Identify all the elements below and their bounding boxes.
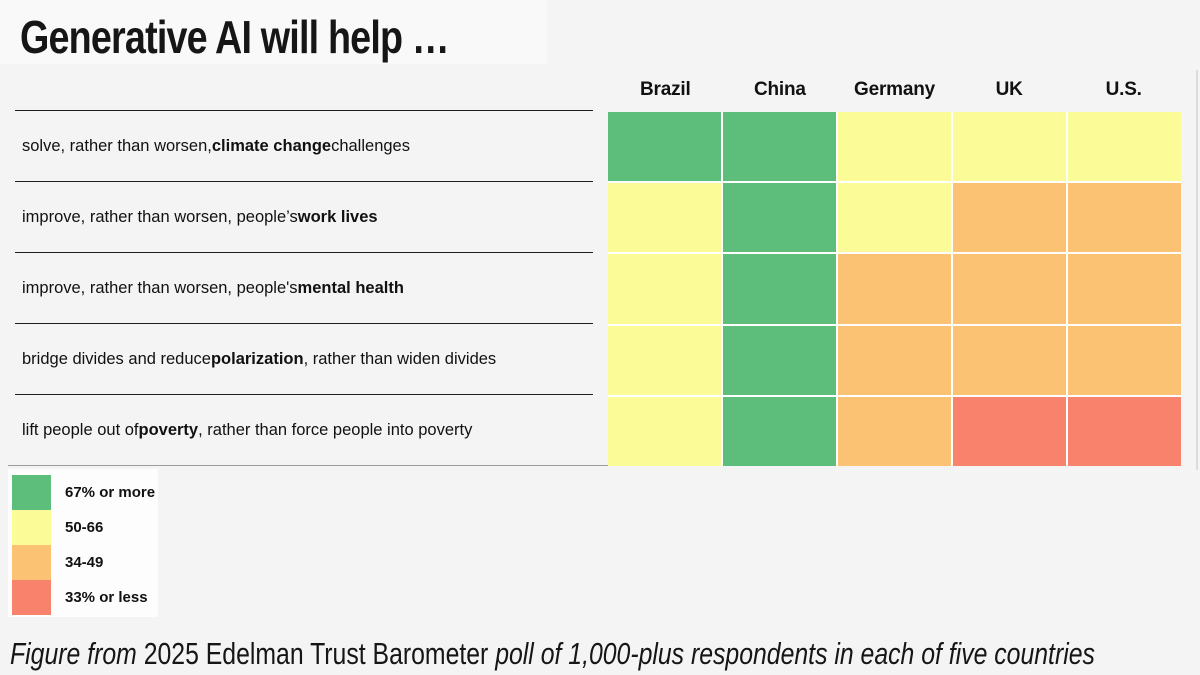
heatmap-cell-yellow <box>608 254 721 324</box>
legend-swatch-green <box>12 475 51 510</box>
heatmap-cell-green <box>723 325 836 395</box>
legend-swatch-red <box>12 580 51 615</box>
legend-swatch-yellow <box>12 510 51 545</box>
row-label: lift people out of poverty, rather than … <box>15 394 593 465</box>
legend-item: 34-49 <box>12 545 155 580</box>
heatmap-cell-yellow <box>608 325 721 395</box>
table-bottom-rule <box>8 465 608 466</box>
column-header-uk: UK <box>995 79 1023 100</box>
legend-label: 67% or more <box>65 484 156 501</box>
legend-label: 33% or less <box>65 589 148 606</box>
heatmap-grid <box>608 112 1181 466</box>
column-header-germany: Germany <box>854 79 935 100</box>
page-title: Generative AI will help … <box>20 11 450 63</box>
column-header-china: China <box>754 79 806 100</box>
heatmap-cell-yellow <box>1068 112 1181 182</box>
row-label: improve, rather than worsen, people's me… <box>15 252 593 323</box>
heatmap-cell-yellow <box>953 112 1066 182</box>
legend-item: 33% or less <box>12 580 155 615</box>
legend-label: 34-49 <box>65 554 104 571</box>
heatmap-cell-yellow <box>608 396 721 466</box>
column-header-brazil: Brazil <box>640 79 691 100</box>
heatmap-cell-green <box>723 112 836 182</box>
heatmap-cell-green <box>723 396 836 466</box>
heatmap-cell-orange <box>1068 325 1181 395</box>
row-label: solve, rather than worsen, climate chang… <box>15 110 593 181</box>
heatmap-cell-orange <box>838 325 951 395</box>
heatmap-cell-orange <box>953 325 1066 395</box>
column-headers: Brazil China Germany UK U.S. <box>608 76 1181 104</box>
heatmap-cell-green <box>608 112 721 182</box>
heatmap-cell-orange <box>953 254 1066 324</box>
title-highlight <box>0 0 547 64</box>
heatmap-cell-green <box>723 183 836 253</box>
legend: 67% or more 50-66 34-49 33% or less <box>12 475 155 615</box>
heatmap-cell-orange <box>953 183 1066 253</box>
heatmap-cell-yellow <box>838 112 951 182</box>
legend-item: 67% or more <box>12 475 155 510</box>
heatmap-cell-orange <box>838 396 951 466</box>
heatmap-cell-yellow <box>838 183 951 253</box>
row-label: bridge divides and reduce polarization, … <box>15 323 593 394</box>
column-header-us: U.S. <box>1105 79 1142 100</box>
heatmap-cell-orange <box>1068 183 1181 253</box>
heatmap-cell-red <box>1068 396 1181 466</box>
heatmap-cell-orange <box>838 254 951 324</box>
heatmap-cell-green <box>723 254 836 324</box>
legend-label: 50-66 <box>65 519 104 536</box>
heatmap-cell-orange <box>1068 254 1181 324</box>
row-label: improve, rather than worsen, people’s wo… <box>15 181 593 252</box>
caption: Figure from 2025 Edelman Trust Barometer… <box>10 636 1095 671</box>
row-labels: solve, rather than worsen, climate chang… <box>15 110 593 465</box>
legend-swatch-orange <box>12 545 51 580</box>
heatmap-cell-red <box>953 396 1066 466</box>
right-edge-line <box>1196 70 1198 470</box>
heatmap-cell-yellow <box>608 183 721 253</box>
legend-item: 50-66 <box>12 510 155 545</box>
